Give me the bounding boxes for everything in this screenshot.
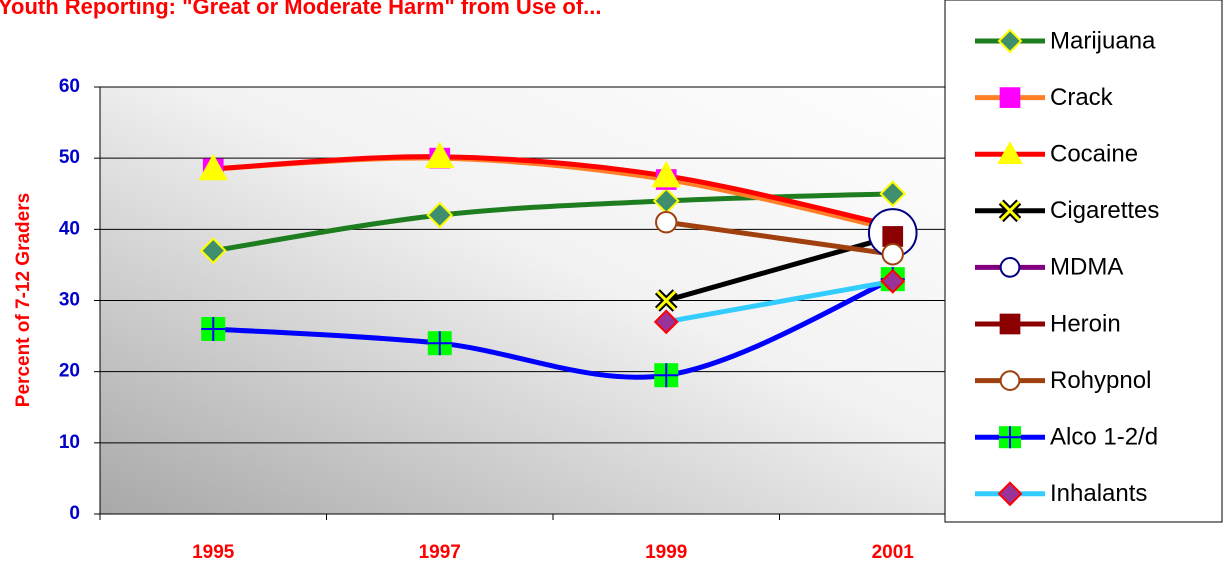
- legend-label: Cigarettes: [1050, 197, 1159, 224]
- legend-label: Inhalants: [1050, 480, 1147, 507]
- marker: [997, 481, 1023, 507]
- marker: [999, 257, 1021, 278]
- series-line: [210, 276, 896, 380]
- series-line: [663, 219, 896, 257]
- legend-label: Cocaine: [1050, 141, 1138, 168]
- marker: [881, 243, 904, 266]
- y-tick-label: 20: [59, 361, 80, 382]
- marker: [654, 289, 678, 312]
- y-tick-label: 30: [59, 290, 80, 311]
- series-line: [210, 154, 896, 229]
- marker: [427, 331, 452, 356]
- marker: [879, 180, 907, 208]
- marker-part: [427, 331, 452, 356]
- y-tick-label: 50: [59, 147, 80, 168]
- marker-part: [656, 290, 677, 311]
- marker: [998, 199, 1022, 223]
- marker: [653, 309, 679, 335]
- marker: [882, 226, 904, 247]
- marker: [651, 160, 681, 188]
- marker-part: [1000, 200, 1020, 221]
- legend-label: Rohypnol: [1050, 367, 1151, 394]
- marker: [426, 201, 454, 229]
- plot: 0 10 20 30 40 50 60 1995 1997 1999 2001: [59, 76, 1007, 563]
- marker: [654, 363, 679, 388]
- marker: [201, 316, 226, 341]
- x-tick-label: 1997: [419, 542, 461, 563]
- marker: [997, 28, 1023, 54]
- y-tick-label: 10: [59, 432, 80, 453]
- marker-part: [999, 426, 1021, 449]
- marker: [999, 370, 1021, 391]
- marker: [198, 153, 228, 181]
- x-tick-label: 1995: [192, 542, 235, 563]
- legend-label: Heroin: [1050, 310, 1121, 337]
- legend-label: Alco 1-2/d: [1050, 424, 1158, 451]
- marker: [999, 87, 1021, 108]
- marker: [999, 426, 1021, 449]
- series-line: [663, 278, 896, 325]
- y-tick-label: 40: [59, 218, 80, 239]
- marker: [997, 141, 1023, 164]
- marker: [999, 313, 1021, 335]
- x-tick-label: 1999: [645, 542, 687, 563]
- y-tick-label: 0: [69, 503, 80, 524]
- legend-label: Marijuana: [1050, 27, 1156, 54]
- series-line: [210, 191, 896, 254]
- legend-label: MDMA: [1050, 254, 1123, 281]
- marker-part: [654, 363, 679, 388]
- marker: [425, 141, 455, 169]
- x-tick-label: 2001: [872, 542, 915, 563]
- chart-title: Youth Reporting: "Great or Moderate Harm…: [0, 0, 602, 19]
- legend-label: Crack: [1050, 84, 1114, 111]
- marker: [880, 268, 906, 294]
- y-tick-label: 60: [59, 76, 80, 97]
- marker-part: [201, 316, 226, 341]
- marker: [199, 237, 227, 265]
- y-axis-label: Percent of 7-12 Graders: [13, 193, 34, 407]
- legend: Marijuana Crack Cocaine Cigarettes MDMA Heroi…: [975, 27, 1159, 507]
- marker: [655, 211, 678, 234]
